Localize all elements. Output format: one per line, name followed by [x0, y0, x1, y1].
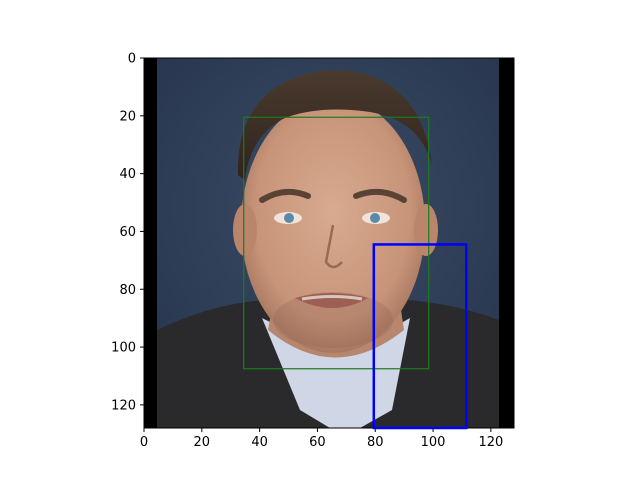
y-tick-label: 100	[111, 341, 136, 356]
chin-shading	[273, 292, 393, 348]
y-tick-label: 20	[119, 109, 136, 124]
left-ear	[233, 204, 257, 256]
left-eyebrow	[259, 188, 311, 203]
teeth	[301, 295, 363, 301]
x-tick-label: 100	[421, 435, 446, 450]
portrait-image	[144, 58, 514, 428]
x-axis-ticks: 0 20 40 60 80 100 120	[140, 428, 503, 450]
x-tick-label: 20	[194, 435, 211, 450]
y-tick-label: 0	[128, 52, 136, 67]
y-tick-label: 80	[119, 283, 136, 298]
x-tick-label: 120	[478, 435, 503, 450]
hair-shape	[237, 70, 432, 180]
y-tick-label: 40	[119, 167, 136, 182]
left-black-bar	[144, 58, 157, 428]
right-iris	[370, 213, 380, 223]
left-iris	[284, 213, 294, 223]
axes-frame	[143, 57, 515, 429]
x-tick-label: 0	[140, 435, 148, 450]
nose	[324, 224, 343, 269]
blue-bounding-box	[372, 243, 468, 430]
x-tick-label: 40	[251, 435, 268, 450]
y-axis-ticks: 0 20 40 60 80 100 120	[111, 52, 144, 413]
right-eyebrow	[353, 188, 407, 203]
x-tick-label: 80	[367, 435, 384, 450]
right-ear	[414, 204, 438, 256]
right-black-bar	[499, 58, 514, 428]
y-tick-label: 120	[111, 398, 136, 413]
y-tick-label: 60	[119, 225, 136, 240]
x-tick-label: 60	[309, 435, 326, 450]
green-bounding-box	[243, 116, 430, 370]
bounding-boxes	[243, 116, 468, 430]
